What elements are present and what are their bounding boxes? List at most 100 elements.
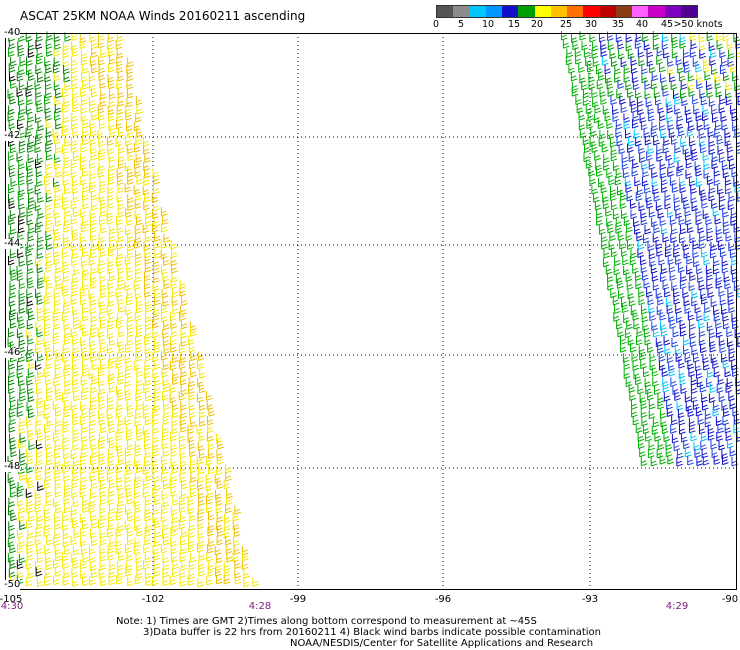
wind-barb [189,447,196,458]
wind-barb [26,296,34,307]
wind-barb [117,489,125,499]
wind-barb [90,264,98,275]
wind-barb [26,455,34,465]
wind-barb [162,497,170,508]
wind-barb [152,487,159,498]
wind-barb [188,391,196,401]
wind-barb [115,119,123,130]
wind-barb [18,159,25,170]
lat-label: -48 [4,461,21,472]
wind-barb [91,464,99,474]
wind-barb [100,423,107,434]
wind-barb [16,559,24,570]
wind-barb [53,575,60,586]
wind-barb [44,95,51,105]
wind-barb [81,135,89,146]
wind-barb [36,55,43,65]
wind-barb [127,201,134,211]
wind-barb [43,273,51,283]
wind-barb [133,479,141,489]
wind-barb [26,401,34,412]
wind-barb [37,407,44,417]
wind-barb [80,176,87,186]
lon-label: -96 [434,594,452,605]
wind-barb [54,448,61,459]
wind-barb [62,559,69,569]
wind-barb [90,248,97,259]
wind-barb [44,521,51,531]
wind-barb [117,280,125,290]
wind-barb [72,352,79,362]
wind-barb [45,496,53,507]
wind-barb [53,57,61,67]
wind-barb [162,576,170,587]
wind-barb [26,503,33,514]
wind-barb [126,289,134,300]
wind-barb [82,265,90,276]
wind-barb [143,176,150,186]
wind-barb [207,544,214,554]
wind-barb [106,136,114,146]
wind-barb [16,407,24,418]
wind-barb [180,337,188,347]
wind-barb [135,328,143,338]
wind-barb [26,463,33,474]
wind-barb [89,497,97,507]
wind-barb [152,328,160,338]
legend-label: 25 [559,19,573,30]
wind-barb [37,368,44,378]
wind-barb [10,511,17,522]
wind-barb [88,72,96,82]
wind-barb [592,41,599,52]
wind-barb [27,392,35,403]
wind-barb [63,367,71,377]
wind-barb [241,551,249,562]
wind-barb [607,40,615,51]
wind-barb [225,472,232,482]
wind-barb [27,232,35,242]
wind-barb [170,256,178,266]
wind-barb [180,385,188,396]
wind-barb [145,303,152,313]
map-title: ASCAT 25KM NOAA Winds 20160211 ascending [20,9,306,23]
wind-barb [99,79,107,89]
legend-swatch [550,6,567,17]
wind-barb [17,47,25,57]
wind-barb [108,487,115,497]
wind-barb [162,520,170,531]
wind-barb [144,232,152,242]
wind-barb [55,417,62,427]
wind-barb [197,351,205,361]
wind-barb [160,223,168,233]
wind-barb [172,560,180,570]
wind-barb [64,216,71,227]
wind-barb [145,521,153,532]
wind-barb [180,489,188,500]
wind-barb [126,271,134,281]
wind-barb [142,560,150,570]
wind-barb [45,201,52,211]
wind-barb [126,336,134,346]
wind-barb [163,400,170,410]
wind-barb [28,137,35,148]
wind-barb [152,369,160,379]
wind-barb [133,488,141,498]
wind-barb [45,263,52,273]
wind-barb [109,271,116,282]
wind-barb [216,536,224,546]
wind-barb [171,353,179,364]
wind-barb [53,135,61,145]
wind-barb [107,400,114,411]
wind-barb [98,455,106,466]
wind-barb [79,487,87,498]
legend-label: 15 [507,19,521,30]
wind-barb [142,401,150,412]
wind-barb [108,369,116,380]
wind-barb [207,567,215,577]
wind-barb [153,273,160,284]
wind-barb [46,536,53,546]
wind-barb [72,367,80,377]
wind-barb [54,183,62,193]
wind-barb [234,559,241,569]
wind-barb [72,152,80,162]
